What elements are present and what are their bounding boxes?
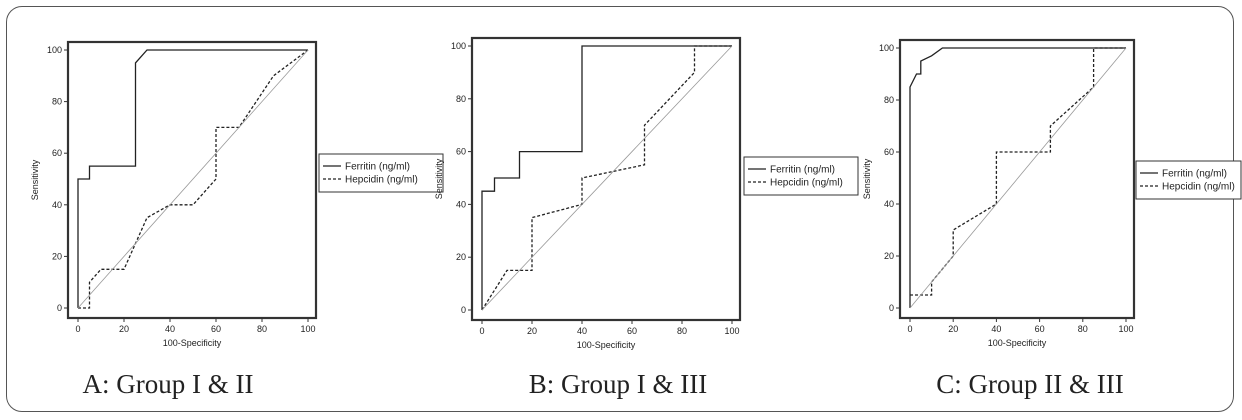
y-axis-title: Sensitivity (30, 159, 40, 200)
x-tick-label: 20 (948, 324, 958, 334)
y-axis-title: Sensitivity (862, 158, 872, 199)
y-tick-label: 80 (884, 95, 894, 105)
x-tick-label: 60 (1035, 324, 1045, 334)
plot-frame (66, 40, 318, 320)
x-tick-label: 0 (479, 326, 484, 336)
legend-box (318, 153, 444, 193)
y-tick-label: 40 (52, 200, 62, 210)
x-axis-title: 100-Specificity (577, 340, 636, 350)
x-tick-label: 40 (577, 326, 587, 336)
series-group (909, 47, 1127, 309)
legend: Ferritin (ng/ml) Hepcidin (ng/ml) (1135, 160, 1242, 200)
legend-label: Hepcidin (ng/ml) (1162, 182, 1235, 193)
y-tick-label: 20 (884, 251, 894, 261)
reference-diagonal (909, 47, 1127, 309)
x-tick-label: 100 (1118, 324, 1133, 334)
hepcidin-curve (910, 47, 1126, 296)
y-tick-label: 60 (456, 147, 466, 157)
series-group (77, 49, 309, 309)
x-tick-label: 0 (907, 324, 912, 334)
legend-label: Ferritin (ng/ml) (345, 162, 410, 173)
y-tick-label: 80 (456, 94, 466, 104)
legend-label: Hepcidin (ng/ml) (345, 175, 418, 186)
x-tick-label: 60 (211, 324, 221, 334)
figure-frame (6, 6, 1234, 412)
y-axis-title: Sensitivity (434, 158, 444, 199)
x-axis-title: 100-Specificity (163, 338, 222, 348)
y-tick-label: 80 (52, 97, 62, 107)
x-tick-label: 40 (991, 324, 1001, 334)
panel-title: B: Group I & III (529, 369, 707, 399)
x-tick-label: 80 (257, 324, 267, 334)
y-tick-label: 60 (52, 148, 62, 158)
legend-box (743, 156, 859, 196)
panel-title: C: Group II & III (936, 369, 1123, 399)
x-tick-label: 60 (627, 326, 637, 336)
y-tick-label: 40 (884, 199, 894, 209)
y-tick-label: 100 (879, 43, 894, 53)
y-tick-label: 20 (456, 252, 466, 262)
hepcidin-curve (78, 49, 309, 309)
ferritin-curve (481, 45, 732, 310)
legend-label: Hepcidin (ng/ml) (770, 178, 843, 189)
y-tick-label: 100 (47, 45, 62, 55)
series-group (481, 45, 733, 311)
y-tick-label: 0 (57, 303, 62, 313)
ferritin-curve (77, 49, 308, 308)
plot-frame (898, 38, 1136, 320)
y-tick-label: 0 (889, 303, 894, 313)
chart-panel-1: 0 20 40 60 80 100 0 20 40 60 80 100 100-Specificity S… (30, 40, 444, 399)
y-tick-label: 60 (884, 147, 894, 157)
legend: Ferritin (ng/ml) Hepcidin (ng/ml) (743, 156, 859, 196)
y-tick-label: 100 (451, 41, 466, 51)
y-tick-label: 0 (461, 305, 466, 315)
x-tick-label: 20 (527, 326, 537, 336)
x-tick-label: 0 (75, 324, 80, 334)
chart-panel-3: 0 20 40 60 80 100 0 20 40 60 80 100 100-Specificity S… (862, 38, 1242, 399)
x-tick-label: 100 (300, 324, 315, 334)
x-tick-label: 40 (165, 324, 175, 334)
legend: Ferritin (ng/ml) Hepcidin (ng/ml) (318, 153, 444, 193)
reference-diagonal (481, 45, 733, 311)
plot-frame (470, 36, 742, 322)
legend-label: Ferritin (ng/ml) (770, 165, 835, 176)
panel-title: A: Group I & II (83, 369, 254, 399)
hepcidin-curve (481, 45, 732, 311)
y-tick-label: 20 (52, 251, 62, 261)
ferritin-curve (909, 47, 1126, 308)
x-axis-title: 100-Specificity (988, 338, 1047, 348)
chart-panel-2: 0 20 40 60 80 100 0 20 40 60 80 100 100-Specificity S… (434, 36, 859, 399)
reference-diagonal (77, 49, 309, 309)
x-tick-label: 80 (1078, 324, 1088, 334)
x-tick-label: 80 (677, 326, 687, 336)
y-tick-label: 40 (456, 199, 466, 209)
legend-label: Ferritin (ng/ml) (1162, 169, 1227, 180)
legend-box (1135, 160, 1242, 200)
x-tick-label: 100 (724, 326, 739, 336)
x-tick-label: 20 (119, 324, 129, 334)
